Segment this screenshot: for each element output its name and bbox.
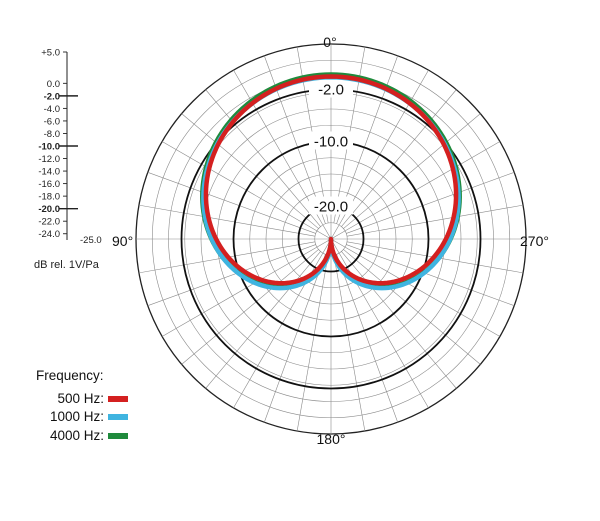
grid-spoke: [138, 204, 316, 237]
grid-spoke: [343, 113, 481, 229]
angle-label-0: 0°: [323, 34, 336, 50]
grid-spoke: [332, 239, 501, 337]
grid-spoke: [346, 172, 515, 234]
grid-spoke: [161, 141, 330, 239]
db-rings: -2.0 -10.0 -20.0: [180, 79, 482, 390]
scale-tick-label-2: -2.0: [44, 91, 60, 102]
grid-spoke: [336, 55, 398, 224]
polar-labels: 0° 90° 180° 270°: [112, 34, 549, 447]
grid-spoke: [333, 254, 366, 432]
grid-spoke: [341, 89, 457, 227]
legend: Frequency: 500 Hz: 1000 Hz: 4000 Hz:: [36, 368, 128, 443]
db-ring-label-bg-0: [309, 79, 353, 98]
scale-tick-label-10: -18.0: [38, 192, 60, 203]
grid-spoke: [346, 204, 524, 237]
scale-tick-label-7: -12.0: [38, 154, 60, 165]
grid-spoke: [332, 141, 501, 239]
grid-spoke: [181, 249, 319, 365]
db-ring-label-2: -20.0: [314, 199, 348, 216]
db-ring-label-bg-2: [309, 196, 353, 215]
polar-grid: [135, 43, 527, 435]
scale-tick-label-8: -14.0: [38, 167, 60, 178]
scale-unit-caption: dB rel. 1V/Pa: [34, 259, 100, 271]
legend-label-1000hz: 1000 Hz:: [50, 409, 104, 424]
scale-tick-label-12: -22.0: [38, 217, 60, 228]
scale-tick-label-9: -16.0: [38, 179, 60, 190]
scale-tick-label-11: -20.0: [38, 204, 60, 215]
grid-spoke: [296, 254, 329, 432]
grid-spoke: [331, 240, 429, 409]
angle-label-270: 270°: [520, 233, 549, 249]
db-ring-label-0: -2.0: [318, 82, 344, 99]
grid-spoke: [161, 239, 330, 337]
scale-tick-label-1: 0.0: [47, 79, 60, 90]
response-curves: [200, 72, 462, 291]
grid-spoke: [264, 254, 326, 423]
legend-swatch-500hz: [108, 396, 128, 402]
grid-spoke: [205, 251, 321, 389]
grid-spoke: [147, 244, 316, 306]
scale-tick-label-3: -4.0: [44, 104, 60, 115]
grid-spoke: [264, 55, 326, 224]
scale-tick-label-5: -8.0: [44, 129, 60, 140]
angle-label-180: 180°: [317, 431, 346, 447]
response-curve-500hz: [203, 74, 459, 286]
legend-label-4000hz: 4000 Hz:: [50, 428, 104, 443]
db-scale: -25.0 dB rel. 1V/Pa +5.0 0.0-2.0 -4.0-6.0 -…: [34, 48, 102, 272]
grid-spoke: [181, 113, 319, 229]
grid-spoke: [233, 240, 331, 409]
legend-label-500hz: 500 Hz:: [57, 391, 104, 406]
grid-spoke: [336, 254, 398, 423]
scale-tick-label-4: -6.0: [44, 116, 60, 127]
grid-spoke: [343, 249, 481, 365]
scale-end-label: -25.0: [80, 235, 102, 246]
legend-swatch-4000hz: [108, 433, 128, 439]
scale-tick-label-0: +5.0: [41, 48, 60, 59]
legend-title: Frequency:: [36, 368, 104, 383]
db-ring-label-bg-1: [309, 131, 353, 150]
angle-label-90: 90°: [112, 233, 133, 249]
grid-spoke: [147, 172, 316, 234]
scale-tick-label-13: -24.0: [38, 229, 60, 240]
grid-spoke: [205, 89, 321, 227]
scale-tick-label-6: -10.0: [38, 142, 60, 153]
db-ring-label-1: -10.0: [314, 134, 348, 151]
grid-spoke: [346, 244, 515, 306]
grid-spoke: [341, 251, 457, 389]
legend-swatch-1000hz: [108, 414, 128, 420]
